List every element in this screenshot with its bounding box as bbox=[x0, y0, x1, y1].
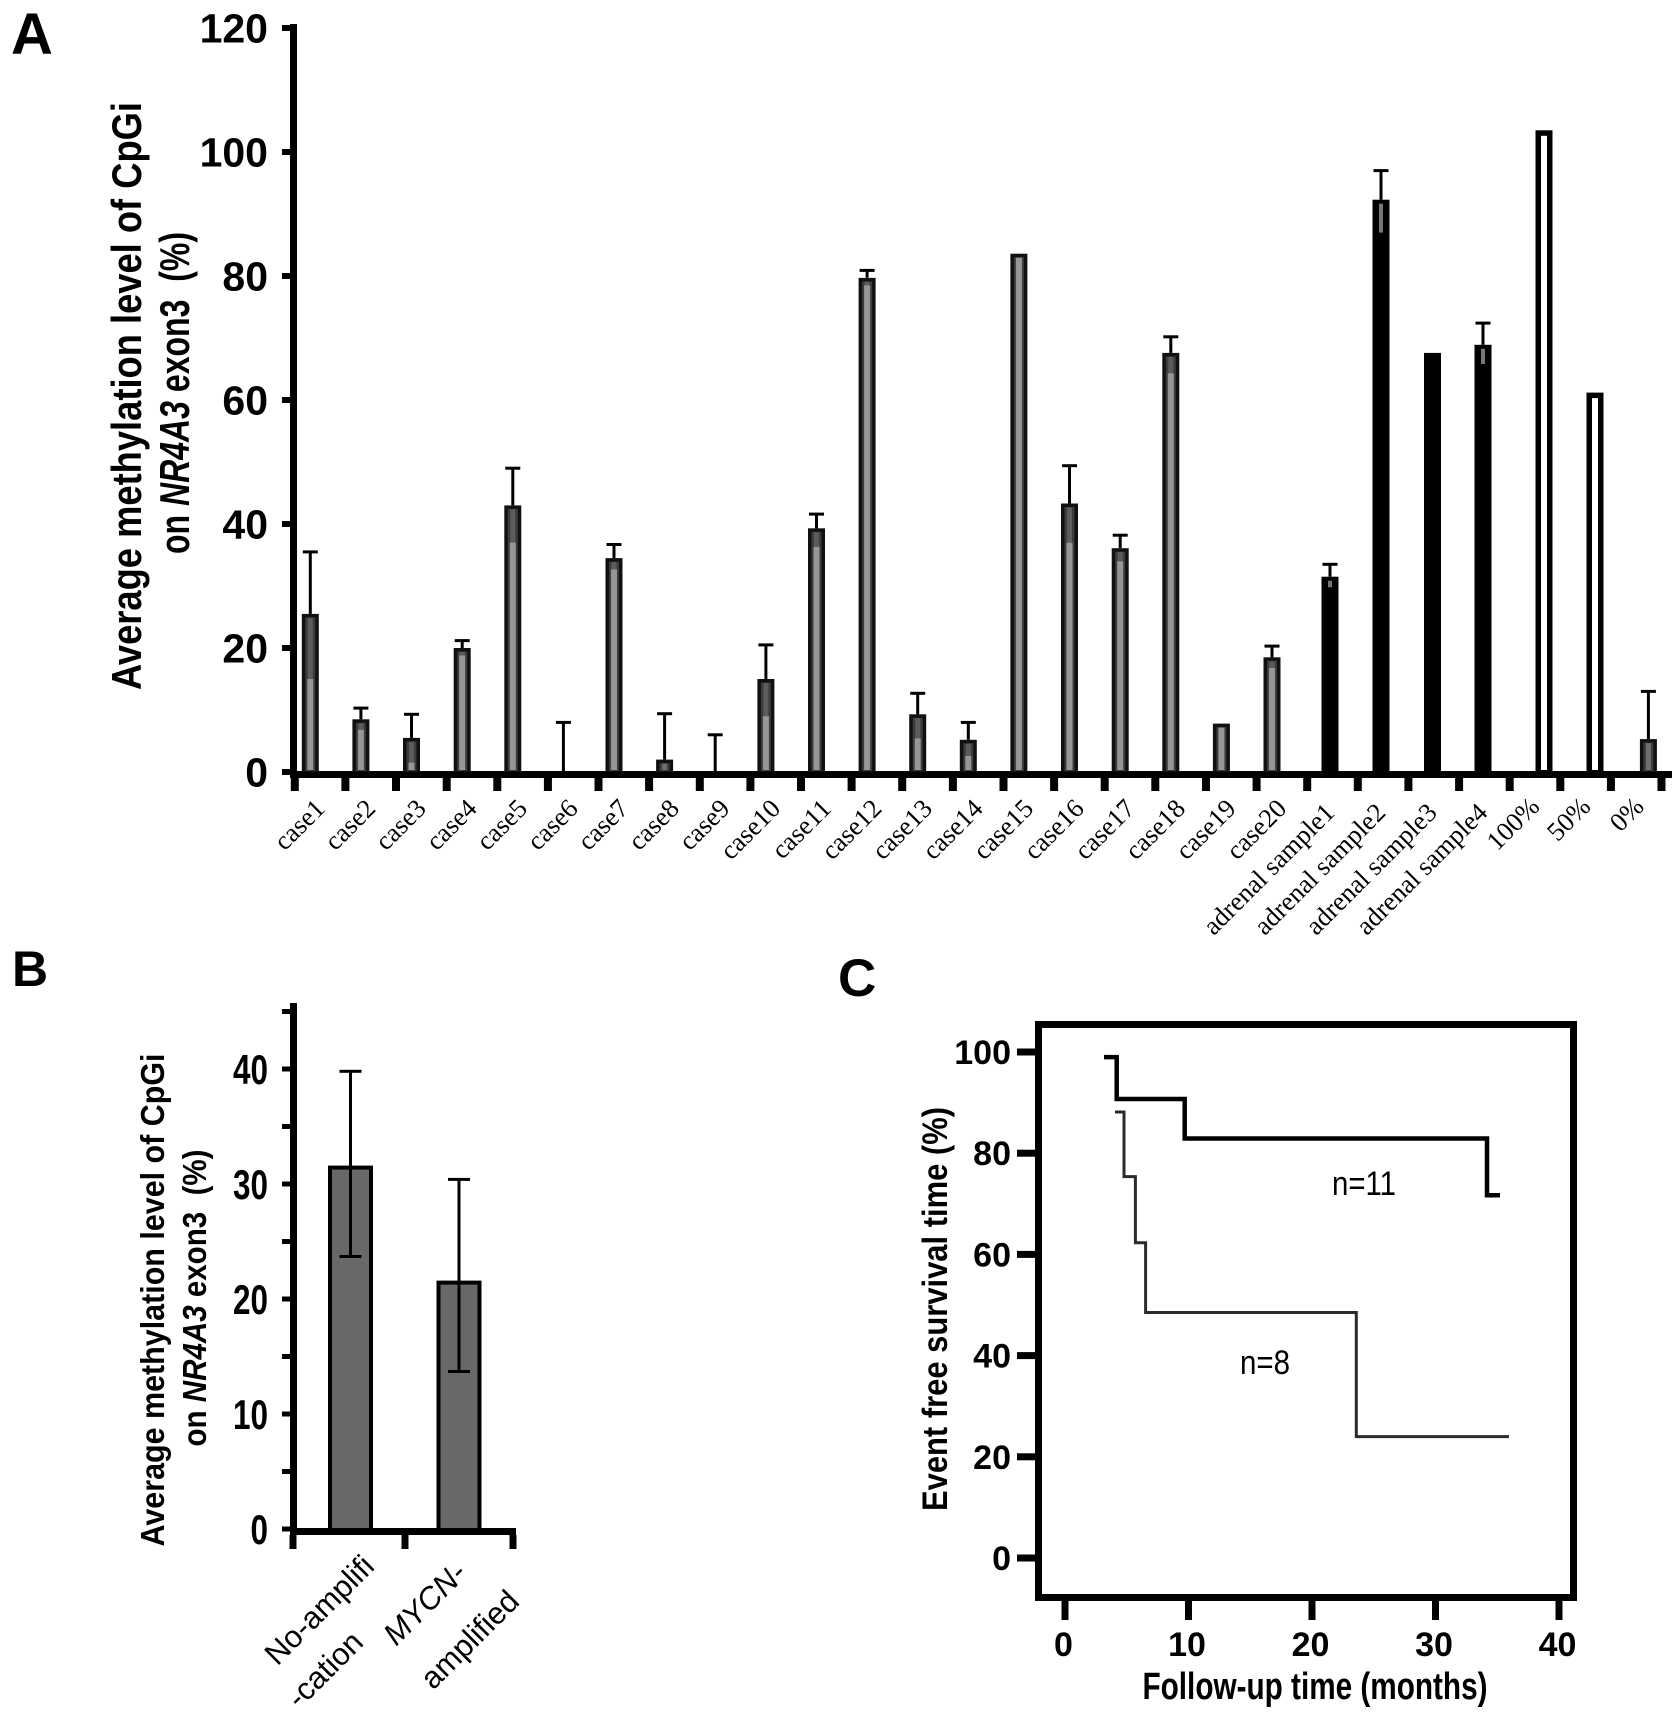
svg-text:60: 60 bbox=[973, 1236, 1011, 1274]
svg-text:100: 100 bbox=[954, 1034, 1011, 1072]
svg-text:n=8: n=8 bbox=[1240, 1344, 1290, 1382]
svg-text:30: 30 bbox=[233, 1161, 268, 1208]
svg-text:0: 0 bbox=[245, 750, 268, 796]
svg-text:20: 20 bbox=[222, 626, 268, 672]
svg-text:Average methylation level of C: Average methylation level of CpGi bbox=[103, 102, 150, 690]
svg-text:0: 0 bbox=[992, 1540, 1011, 1578]
svg-text:30: 30 bbox=[1415, 1626, 1453, 1664]
svg-text:40: 40 bbox=[973, 1338, 1011, 1376]
svg-text:n=11: n=11 bbox=[1332, 1165, 1396, 1203]
svg-text:20: 20 bbox=[233, 1276, 268, 1323]
svg-text:C: C bbox=[838, 949, 876, 1008]
svg-text:40: 40 bbox=[1539, 1626, 1577, 1664]
svg-text:20: 20 bbox=[973, 1439, 1011, 1477]
svg-text:60: 60 bbox=[222, 378, 268, 424]
svg-text:0: 0 bbox=[251, 1506, 269, 1553]
svg-text:80: 80 bbox=[222, 254, 268, 300]
svg-text:80: 80 bbox=[973, 1135, 1011, 1173]
svg-text:Average methylation level of C: Average methylation level of CpGi bbox=[134, 1054, 171, 1547]
svg-text:on NR4A3 exon3 (%): on NR4A3 exon3 (%) bbox=[151, 232, 198, 554]
svg-text:40: 40 bbox=[233, 1046, 268, 1093]
svg-text:20: 20 bbox=[1292, 1626, 1330, 1664]
svg-text:40: 40 bbox=[222, 502, 268, 548]
svg-text:10: 10 bbox=[233, 1391, 268, 1438]
svg-text:10: 10 bbox=[1168, 1626, 1206, 1664]
svg-text:on NR4A3 exon3 (%): on NR4A3 exon3 (%) bbox=[176, 1150, 213, 1447]
svg-text:100: 100 bbox=[200, 130, 268, 176]
svg-text:Follow-up time (months): Follow-up time (months) bbox=[1143, 1666, 1488, 1708]
svg-text:0: 0 bbox=[1054, 1626, 1073, 1664]
svg-text:A: A bbox=[11, 2, 53, 67]
svg-text:Event free survival time (%): Event free survival time (%) bbox=[916, 1107, 955, 1511]
svg-text:120: 120 bbox=[200, 6, 268, 52]
svg-text:B: B bbox=[12, 941, 48, 997]
